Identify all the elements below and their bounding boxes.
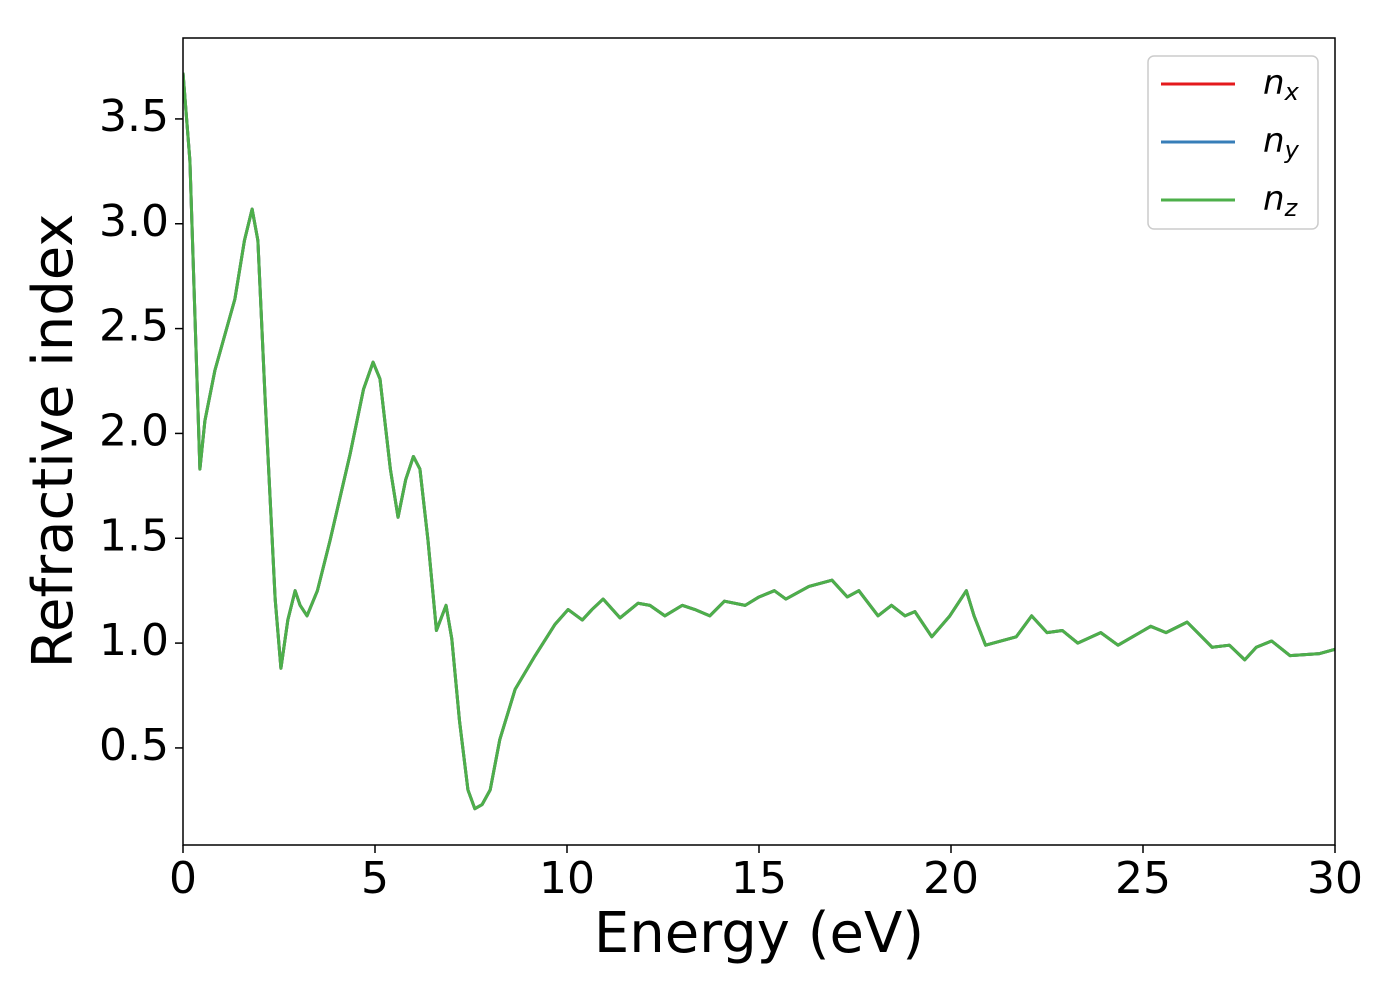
legend-label: nz (1263, 179, 1299, 223)
y-tick-label: 1.0 (99, 615, 169, 666)
y-tick-label: 3.0 (99, 196, 169, 247)
x-tick-label: 30 (1307, 853, 1363, 904)
data-line (183, 72, 1335, 811)
x-tick-label: 25 (1115, 853, 1171, 904)
y-tick-label: 1.5 (99, 510, 169, 561)
legend-label: nx (1263, 63, 1300, 107)
y-tick-label: 0.5 (99, 720, 169, 771)
y-tick-label: 3.5 (99, 91, 169, 142)
x-axis-label: Energy (eV) (594, 901, 924, 966)
x-tick-label: 10 (539, 853, 595, 904)
x-tick-label: 0 (169, 853, 197, 904)
y-axis-label: Refractive index (21, 214, 86, 669)
y-tick-label: 2.5 (99, 301, 169, 352)
plot-frame (182, 37, 1336, 846)
x-tick-label: 15 (731, 853, 787, 904)
legend-label: ny (1263, 121, 1300, 165)
x-tick-label: 20 (923, 853, 979, 904)
x-tick-label: 5 (361, 853, 389, 904)
y-tick-label: 2.0 (99, 405, 169, 456)
